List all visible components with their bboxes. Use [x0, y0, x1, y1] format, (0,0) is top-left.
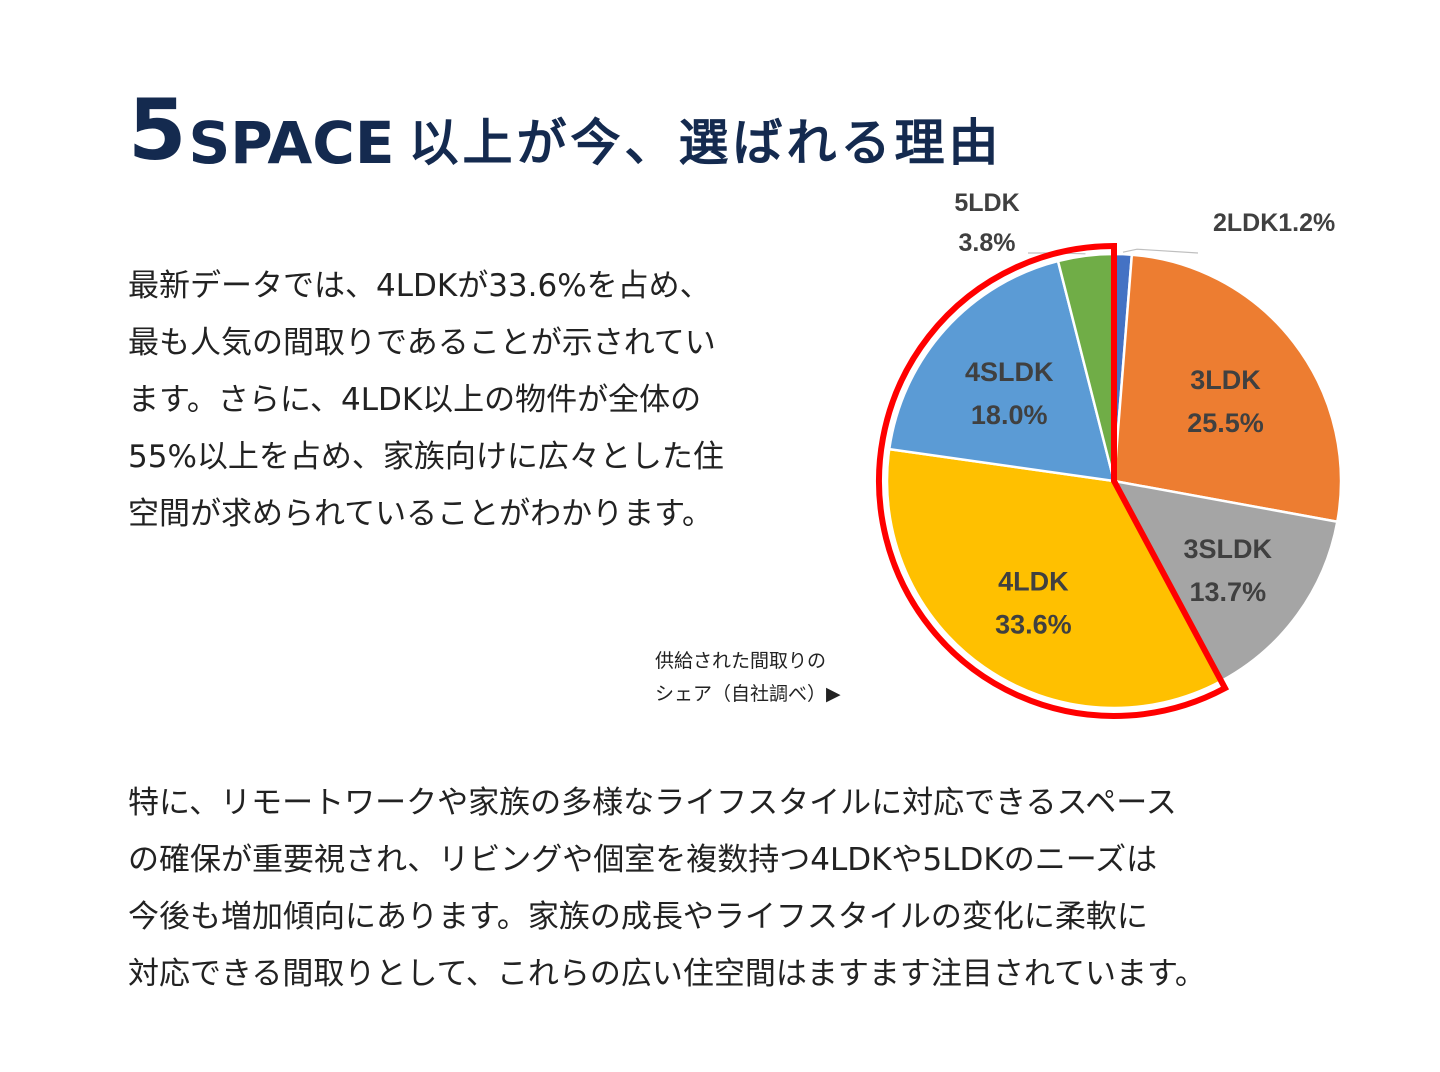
intro-line: 空間が求められていることがわかります。: [128, 496, 713, 532]
pie-slice-4sldk: [887, 259, 1116, 483]
pie-chart: 3LDK 25.5% 3SLDK 13.7% 4LDK 33.6% 4SLDK 18.0% 2L…: [860, 180, 1440, 740]
leader-line-2ldk: [1122, 248, 1199, 254]
intro-line: 最新データでは、4LDKが33.6%を占め、: [128, 268, 711, 304]
pie-slice-3ldk: [1112, 253, 1343, 524]
outside-label-5ldk-value: 3.8%: [959, 229, 1016, 257]
pie-slices: [885, 252, 1343, 710]
title-number: 5: [128, 81, 186, 179]
slice-label-4sldk-name: 4SLDK: [965, 357, 1054, 387]
slice-label-3ldk-value: 25.5%: [1187, 408, 1264, 438]
detail-line: の確保が重要視され、リビングや個室を複数持つ4LDKや5LDKのニーズは: [128, 842, 1158, 878]
caption-line: 供給された間取りの: [655, 650, 827, 672]
detail-line: 今後も増加傾向にあります。家族の成長やライフスタイルの変化に柔軟に: [128, 899, 1148, 935]
slice-label-4ldk-value: 33.6%: [995, 609, 1072, 639]
page-title: 5 SPACE 以上が今、選ばれる理由: [128, 82, 1002, 172]
slice-label-3sldk-value: 13.7%: [1190, 577, 1267, 607]
intro-line: 55%以上を占め、家族向けに広々とした住: [128, 439, 724, 475]
slice-label-4sldk-value: 18.0%: [971, 400, 1048, 430]
detail-line: 対応できる間取りとして、これらの広い住空間はますます注目されています。: [128, 956, 1206, 992]
title-text: 以上が今、選ばれる理由: [408, 114, 1003, 172]
slice-labels: 3LDK 25.5% 3SLDK 13.7% 4LDK 33.6% 4SLDK 18.0% 2L…: [954, 189, 1335, 639]
title-brand: SPACE: [188, 109, 395, 177]
chart-caption: 供給された間取りの シェア（自社調べ）▶: [655, 645, 841, 711]
detail-paragraph: 特に、リモートワークや家族の多様なライフスタイルに対応できるスペース の確保が重…: [128, 775, 1368, 1003]
detail-line: 特に、リモートワークや家族の多様なライフスタイルに対応できるスペース: [128, 785, 1177, 821]
outside-label-5ldk: 5LDK: [954, 189, 1019, 217]
intro-line: ます。さらに、4LDK以上の物件が全体の: [128, 382, 702, 418]
slice-label-4ldk-name: 4LDK: [998, 566, 1069, 596]
caption-line: シェア（自社調べ）▶: [655, 683, 841, 705]
intro-line: 最も人気の間取りであることが示されてい: [128, 325, 716, 361]
highlight-outline: [876, 242, 1230, 719]
slice-label-3sldk-name: 3SLDK: [1184, 534, 1273, 564]
pie-slice-4ldk: [885, 447, 1223, 710]
intro-paragraph: 最新データでは、4LDKが33.6%を占め、 最も人気の間取りであることが示され…: [128, 258, 828, 543]
outside-label-2ldk: 2LDK1.2%: [1213, 209, 1335, 237]
pie-slice-3sldk: [1111, 479, 1339, 683]
slice-label-3ldk-name: 3LDK: [1190, 365, 1261, 395]
pie-chart-svg: 3LDK 25.5% 3SLDK 13.7% 4LDK 33.6% 4SLDK 18.0% 2L…: [876, 189, 1343, 719]
